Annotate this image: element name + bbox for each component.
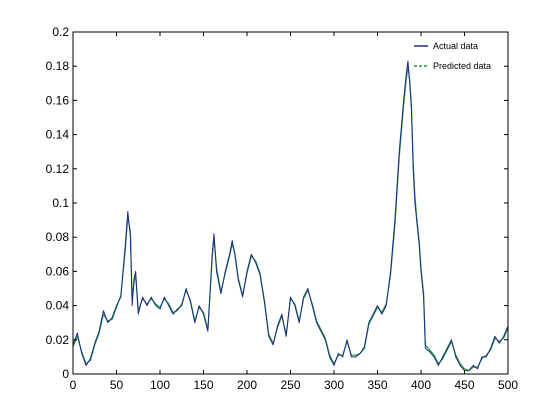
x-tick-label: 300	[324, 378, 344, 392]
legend: Actual data Predicted data	[414, 41, 491, 71]
y-tick-label: 0.16	[46, 93, 70, 107]
ticks-layer: 0 50 100 150 200 250 300 350 400 450 500 0 0.02 0.04 0…	[46, 25, 519, 392]
x-tick-label: 150	[193, 378, 213, 392]
x-tick-label: 200	[237, 378, 257, 392]
x-tick-label: 450	[454, 378, 474, 392]
y-tick-label: 0.02	[46, 333, 70, 347]
y-tick-label: 0.18	[46, 59, 70, 73]
y-tick-label: 0.12	[46, 162, 70, 176]
y-tick-label: 0.2	[52, 25, 69, 39]
x-tick-label: 100	[150, 378, 170, 392]
x-tick-label: 400	[411, 378, 431, 392]
x-tick-label: 0	[70, 378, 77, 392]
y-tick-label: 0.1	[52, 196, 69, 210]
x-tick-label: 500	[498, 378, 518, 392]
y-tick-label: 0.08	[46, 230, 70, 244]
x-tick-label: 350	[367, 378, 387, 392]
series-line-actual	[72, 60, 509, 372]
x-tick-label: 250	[280, 378, 300, 392]
plot-area	[73, 32, 508, 374]
y-tick-label: 0.14	[46, 128, 70, 142]
legend-label-actual: Actual data	[433, 41, 478, 51]
series-layer	[72, 60, 509, 372]
legend-label-predicted: Predicted data	[433, 61, 491, 71]
y-tick-label: 0.06	[46, 264, 70, 278]
y-tick-label: 0	[62, 367, 69, 381]
x-tick-label: 50	[110, 378, 124, 392]
y-tick-label: 0.04	[46, 299, 70, 313]
